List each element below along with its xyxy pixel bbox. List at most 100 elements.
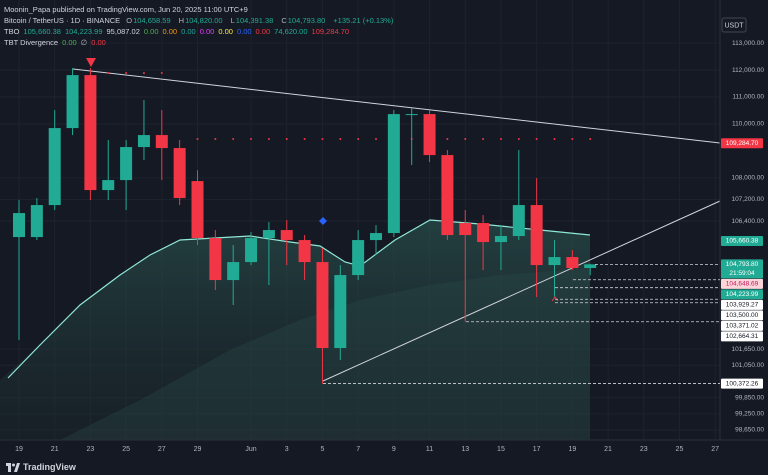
signal-dot (250, 138, 253, 140)
publisher: Moonin_Papa published on TradingView.com… (4, 5, 248, 14)
ohlc-value: 104,793.80 (287, 16, 326, 25)
x-tick-label: 5 (320, 446, 324, 453)
signal-dot (375, 138, 377, 140)
signal-marker (319, 217, 327, 225)
y-tick-label: 101,050.00 (731, 362, 764, 369)
indicator-row: TBT Divergence 0.00 ∅ 0.00 (4, 37, 397, 48)
candle-body (262, 230, 275, 239)
indicator-value: 74,620.00 (274, 27, 308, 36)
signal-dot (535, 138, 538, 140)
ohlc-label: H (178, 16, 185, 25)
candle-body (387, 114, 400, 234)
candle-body (352, 240, 365, 276)
candle-body (227, 262, 240, 281)
x-tick-label: 15 (497, 446, 505, 453)
indicator-rows: TBO 105,660.38 104,223.99 95,087.02 0.00 0.00… (4, 26, 397, 48)
price-label: 100,372.26 (726, 380, 759, 387)
indicator-value: 0.00 (143, 27, 159, 36)
indicator-row: TBO 105,660.38 104,223.99 95,087.02 0.00 0.00… (4, 26, 397, 37)
signal-dot (339, 138, 342, 140)
candle-body (530, 205, 543, 266)
indicator-value: 0.00 (62, 38, 77, 47)
ohlc-value: 104,820.00 (185, 16, 223, 25)
signal-dot (285, 138, 288, 140)
candle-body (155, 135, 168, 149)
price-label-box (721, 138, 763, 149)
y-tick-label: 112,000.00 (732, 67, 764, 74)
y-tick-label: 107,200.00 (731, 196, 764, 203)
x-tick-label: 23 (640, 446, 648, 453)
candle-body (48, 128, 61, 206)
candle-body (370, 233, 382, 241)
candle-body (245, 238, 258, 263)
indicator-value: 0.00 (236, 27, 252, 36)
candle-body (120, 147, 133, 181)
y-tick-label: 110,000.00 (732, 121, 764, 128)
ohlc-value: 104,391.38 (235, 16, 274, 25)
signal-dot (214, 138, 217, 140)
price-label: 109,284.70 (726, 140, 759, 147)
candle-body (13, 213, 25, 238)
price-label-box (721, 299, 763, 310)
signal-dot (446, 138, 449, 140)
signal-dot (267, 138, 270, 140)
ohlc-label: C (281, 16, 287, 25)
signal-dot (571, 138, 574, 140)
candle-body (30, 205, 43, 238)
candle-body (494, 236, 507, 243)
x-tick-label: 7 (356, 446, 360, 453)
candle-body (137, 135, 150, 148)
price-label: 103,929.27 (726, 302, 759, 309)
price-label-box (721, 310, 763, 321)
legend: Moonin_Papa published on TradingView.com… (4, 4, 397, 48)
indicator-value: 0.00 (218, 27, 233, 36)
price-label-box (721, 278, 763, 289)
indicator-band (60, 268, 590, 440)
symbol: Bitcoin / TetherUS · 1D · BINANCE (4, 16, 121, 25)
x-tick-label: 3 (285, 446, 289, 453)
ohlc-label: L (230, 16, 235, 25)
candle-body (191, 181, 204, 239)
x-tick-label: 9 (392, 446, 396, 453)
x-tick-label: 23 (87, 446, 95, 453)
trendline (72, 68, 721, 144)
indicator-value: 109,284.70 (311, 27, 350, 36)
price-label: 103,500.00 (726, 312, 759, 319)
candle-body (209, 238, 222, 281)
indicator-value: 105,660.38 (23, 27, 61, 36)
candle-body (423, 114, 436, 156)
indicator-value: 0.00 (181, 27, 196, 36)
price-label-box (721, 235, 763, 246)
price-label: 104,223.99 (726, 291, 759, 298)
y-tick-label: 99,850.00 (735, 394, 764, 401)
y-tick-label: 106,400.00 (731, 218, 764, 225)
candle-body (405, 114, 418, 116)
x-tick-label: 25 (122, 446, 130, 453)
candle-body (512, 205, 525, 237)
signal-dot (160, 72, 163, 74)
signal-dot (125, 72, 128, 74)
x-tick-label: 11 (426, 446, 433, 453)
indicator-cloud (0, 220, 590, 440)
candle-body (548, 257, 561, 266)
signal-dot (553, 138, 556, 140)
ohlc-item: C104,793.80 (281, 16, 329, 25)
candle-body (84, 75, 97, 191)
candles (13, 68, 597, 384)
brand-logo (6, 462, 20, 472)
indicator-value: 0.00 (91, 38, 106, 47)
candle-body (173, 148, 186, 199)
brand-name: TradingView (23, 462, 76, 472)
signal-dot (232, 138, 235, 140)
signal-dot (142, 72, 145, 74)
x-tick-label: 19 (15, 446, 23, 453)
x-tick-label: 13 (461, 446, 469, 453)
price-label: 103,371.02 (726, 323, 759, 330)
candle-body (566, 257, 579, 269)
signal-dot (107, 72, 110, 74)
price-label: 102,664.31 (726, 333, 759, 340)
indicator-value: 95,087.02 (106, 27, 140, 36)
signal-dot (499, 138, 502, 140)
indicator-value: 0.00 (162, 27, 178, 36)
